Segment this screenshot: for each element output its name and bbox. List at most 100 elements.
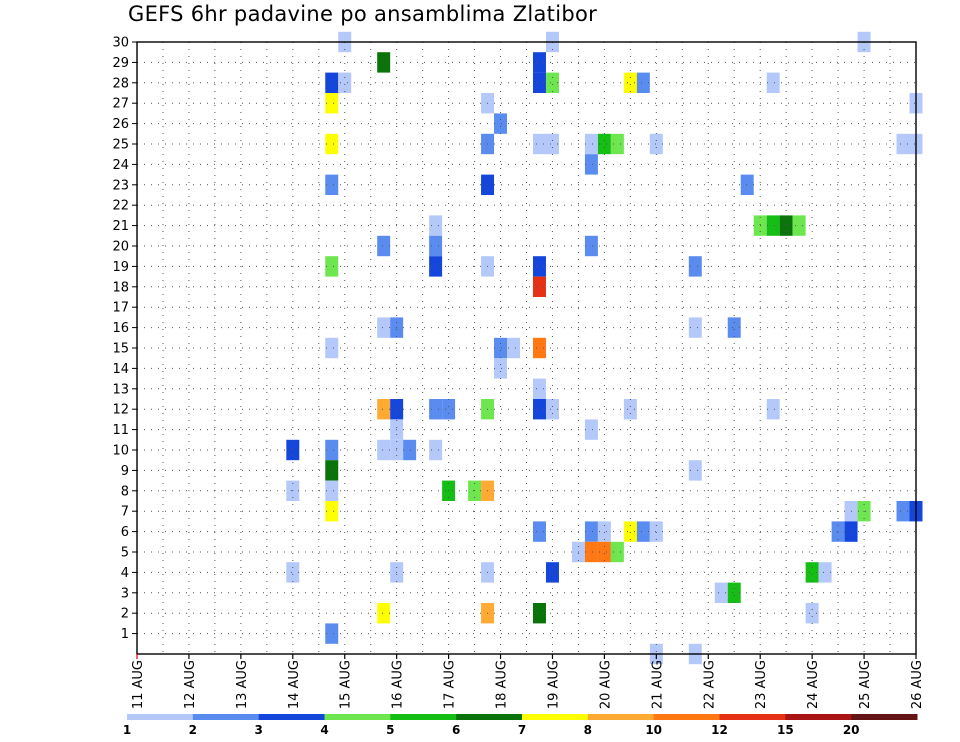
colorbar-swatch (456, 714, 523, 720)
x-tick-label: 22 AUG (702, 660, 717, 709)
heatmap-cell (377, 399, 391, 420)
heatmap-cell (831, 521, 845, 542)
colorbar-label: 12 (711, 723, 728, 737)
colorbar-swatch (390, 714, 457, 720)
y-tick-label: 21 (112, 219, 129, 234)
y-tick-label: 5 (121, 546, 129, 561)
colorbar-swatch (127, 714, 194, 720)
heatmap-cell (507, 337, 520, 359)
heatmap-cell (805, 562, 819, 583)
y-tick-label: 19 (112, 260, 129, 275)
heatmap-cell (325, 93, 339, 114)
colorbar-label: 6 (452, 723, 460, 737)
heatmap-cell (597, 521, 611, 542)
heatmap-cell (286, 562, 300, 583)
x-tick-label: 20 AUG (598, 660, 613, 709)
y-tick-label: 8 (121, 484, 129, 499)
colorbar-label: 15 (777, 723, 794, 737)
y-tick-label: 11 (112, 423, 129, 438)
heatmap-cell (623, 399, 637, 420)
heatmap-cell (545, 399, 559, 420)
heatmap-cell (532, 337, 546, 359)
heatmap-cell (377, 52, 391, 73)
heatmap-cell (584, 541, 598, 563)
heatmap-cell (727, 317, 741, 338)
grid-lines (137, 42, 916, 654)
heatmap-cell (429, 439, 443, 461)
heatmap-cell (597, 541, 611, 563)
y-tick-label: 30 (112, 36, 129, 51)
heatmap-cells (286, 31, 923, 665)
y-tick-label: 18 (112, 280, 129, 295)
heatmap-cell (688, 317, 702, 338)
heatmap-cell (584, 154, 598, 175)
heatmap-cell (325, 501, 339, 522)
y-tick-label: 9 (121, 464, 129, 479)
y-tick-label: 16 (112, 321, 129, 336)
heatmap-cell (766, 215, 780, 236)
heatmap-cell (325, 460, 339, 481)
colorbar-swatch (587, 714, 655, 720)
heatmap-cell (325, 256, 339, 277)
chart-title: GEFS 6hr padavine po ansamblima Zlatibor (128, 2, 598, 26)
colorbar-label: 4 (320, 723, 328, 737)
colorbar-label: 7 (518, 723, 526, 737)
heatmap-cell (727, 582, 741, 603)
heatmap-cell (494, 358, 508, 379)
heatmap-cell (623, 72, 637, 93)
heatmap-cell (636, 521, 650, 542)
heatmap-cell (740, 174, 754, 195)
y-tick-label: 17 (112, 301, 129, 316)
heatmap-cell (442, 399, 456, 420)
heatmap-cell (649, 133, 663, 155)
heatmap-cell (636, 72, 650, 93)
heatmap-cell (429, 235, 443, 257)
heatmap-cell (805, 603, 819, 624)
colorbar-swatch (785, 714, 852, 720)
y-tick-label: 7 (121, 505, 129, 520)
heatmap-cell (338, 72, 352, 93)
y-axis: 1234567891011121314151617181920212223242… (112, 36, 137, 642)
heatmap-cell (403, 439, 417, 461)
y-tick-label: 14 (112, 362, 129, 377)
x-tick-label: 12 AUG (183, 660, 198, 709)
y-tick-label: 3 (121, 586, 129, 601)
heatmap-cell (584, 235, 598, 257)
heatmap-cell (610, 133, 624, 155)
heatmap-cell (325, 439, 339, 461)
x-tick-label: 16 AUG (391, 660, 406, 709)
x-tick-label: 21 AUG (650, 660, 665, 709)
x-tick-label: 17 AUG (443, 660, 458, 709)
heatmap-cell (584, 521, 598, 542)
heatmap-cell (494, 337, 508, 359)
heatmap-cell (597, 133, 611, 155)
y-tick-label: 15 (112, 342, 129, 357)
heatmap-cell (896, 501, 910, 522)
heatmap-cell (325, 174, 339, 195)
heatmap-cell (377, 603, 391, 624)
y-tick-label: 12 (112, 403, 129, 418)
x-tick-label: 25 AUG (858, 660, 873, 709)
colorbar-swatch (653, 714, 720, 720)
heatmap-cell (494, 113, 508, 134)
heatmap-cell (532, 133, 546, 155)
heatmap-cell (429, 399, 443, 420)
x-tick-label: 24 AUG (806, 660, 821, 709)
y-tick-label: 23 (112, 178, 129, 193)
heatmap-cell (818, 562, 832, 583)
heatmap-cell (779, 215, 793, 236)
colorbar-swatch (192, 714, 260, 720)
x-tick-label: 26 AUG (910, 660, 925, 709)
colorbar-swatch (324, 714, 391, 720)
x-tick-label: 18 AUG (495, 660, 510, 709)
heatmap-cell (325, 133, 339, 155)
heatmap-cell (532, 603, 546, 624)
heatmap-cell (649, 521, 663, 542)
heatmap-cell (325, 72, 339, 93)
heatmap-cell (610, 541, 624, 563)
colorbar-swatch (258, 714, 325, 720)
colorbar-label: 8 (584, 723, 592, 737)
heatmap-cell (377, 317, 391, 338)
heatmap-cell (766, 399, 780, 420)
colorbar-label: 20 (843, 723, 860, 737)
